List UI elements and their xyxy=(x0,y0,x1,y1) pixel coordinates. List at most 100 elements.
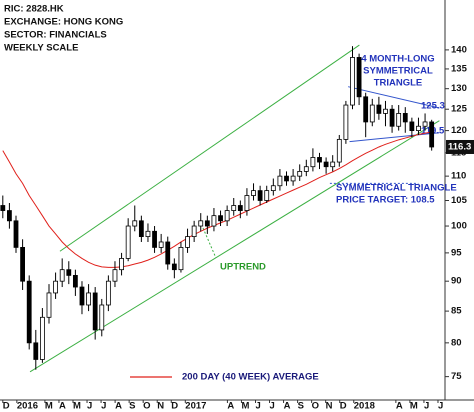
candle-body xyxy=(178,247,184,271)
x-tick-label: A xyxy=(115,401,122,412)
x-tick-label: N xyxy=(157,401,164,412)
info-line: WEEKLY SCALE xyxy=(4,43,78,54)
candle-body xyxy=(350,57,355,106)
y-tick-label: 105 xyxy=(451,195,468,206)
candle-body xyxy=(92,292,98,331)
candle-body xyxy=(204,220,210,227)
candle-body xyxy=(270,185,276,192)
y-tick-label: 100 xyxy=(451,221,467,232)
candle-body xyxy=(138,220,144,238)
trend-line xyxy=(348,86,440,109)
candle-body xyxy=(330,161,336,168)
triangle-note: 4 MONTH-LONG xyxy=(361,54,434,65)
x-tick-label: A xyxy=(227,401,234,412)
candle-body xyxy=(277,175,283,187)
candle-body xyxy=(33,342,39,360)
trend-line xyxy=(349,132,440,143)
x-tick-label: O xyxy=(143,401,150,412)
last-price-box xyxy=(446,139,474,154)
candle-body xyxy=(7,210,12,222)
x-tick-label: J xyxy=(438,401,443,412)
y-tick-label: 125 xyxy=(451,104,468,115)
candle-body xyxy=(99,304,105,331)
candle-body xyxy=(343,104,349,140)
candle-body xyxy=(369,104,375,123)
candle-body xyxy=(218,215,223,222)
candle-body xyxy=(231,205,237,211)
x-tick-label: D xyxy=(3,401,10,412)
candle-body xyxy=(402,113,408,123)
x-tick-label: M xyxy=(73,401,81,412)
uptrend-leader xyxy=(202,227,217,259)
candle-body xyxy=(310,157,316,168)
x-tick-label: N xyxy=(326,401,333,412)
candle-body xyxy=(356,57,362,98)
x-tick-label: A xyxy=(396,401,403,412)
candle-body xyxy=(224,210,230,222)
candle-body xyxy=(198,220,204,227)
x-tick-label: J xyxy=(255,401,260,412)
candle-body xyxy=(66,269,72,276)
x-tick-label: J xyxy=(87,401,92,412)
y-tick-label: 85 xyxy=(451,306,462,317)
candle-body xyxy=(409,121,415,131)
candle-body xyxy=(125,225,131,259)
candle-body xyxy=(132,220,138,227)
candle-body xyxy=(152,230,157,248)
candle-body xyxy=(416,125,421,131)
candle-body xyxy=(105,280,111,306)
candle-body xyxy=(26,280,32,344)
candle-body xyxy=(389,108,395,127)
x-tick-label: D xyxy=(340,401,347,412)
y-tick-label: 130 xyxy=(451,83,467,94)
candle-body xyxy=(165,241,171,265)
x-tick-label: 2018 xyxy=(354,401,375,412)
x-tick-label: 2017 xyxy=(185,401,206,412)
candle-body xyxy=(119,258,124,271)
candle-body xyxy=(303,166,309,172)
candle-body xyxy=(46,292,52,318)
triangle-note: SYMMETRICAL xyxy=(363,66,433,77)
x-tick-label: 2016 xyxy=(17,401,38,412)
x-tick-label: J xyxy=(101,401,106,412)
triangle-level-label: 125.3 xyxy=(421,100,445,111)
candle-body xyxy=(0,205,6,211)
x-tick-label: J xyxy=(270,401,275,412)
uptrend-note: UPTREND xyxy=(220,262,266,273)
y-tick-label: 120 xyxy=(451,125,467,136)
x-tick-label: D xyxy=(171,401,178,412)
info-line: RIC: 2828.HK xyxy=(4,4,64,15)
candle-body xyxy=(237,205,243,211)
candle-body xyxy=(39,316,45,360)
y-tick-label: 75 xyxy=(451,371,462,382)
candle-body xyxy=(257,190,263,201)
candle-body xyxy=(53,280,58,294)
candle-body xyxy=(429,121,435,148)
candle-body xyxy=(284,175,289,182)
candle-body xyxy=(336,138,342,163)
candle-body xyxy=(264,190,270,201)
y-tick-label: 140 xyxy=(451,44,467,55)
candle-body xyxy=(376,104,382,114)
candle-body xyxy=(363,96,369,123)
candle-body xyxy=(211,215,217,227)
target-note: PRICE TARGET: 108.5 xyxy=(336,195,435,206)
x-tick-label: M xyxy=(241,401,249,412)
candle-body xyxy=(145,230,151,238)
candle-body xyxy=(79,286,85,306)
x-tick-label: A xyxy=(284,401,291,412)
triangle-note: TRIANGLE xyxy=(374,78,423,89)
candle-body xyxy=(72,275,78,288)
candle-body xyxy=(158,241,164,248)
info-line: SECTOR: FINANCIALS xyxy=(4,30,107,41)
candle-body xyxy=(396,113,402,127)
y-tick-label: 110 xyxy=(451,171,466,182)
candle-body xyxy=(20,247,26,282)
candle-body xyxy=(323,161,329,168)
trend-line xyxy=(59,44,360,252)
candle-body xyxy=(171,263,177,271)
candle-body xyxy=(383,108,388,114)
candle-body xyxy=(422,121,428,127)
